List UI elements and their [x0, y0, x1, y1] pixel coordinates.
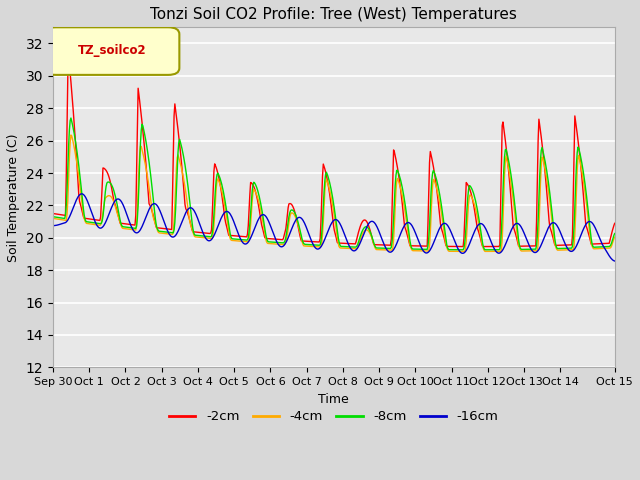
-8cm: [175, 140, 182, 146]
FancyBboxPatch shape: [45, 27, 179, 75]
-2cm: [611, 220, 618, 226]
-8cm: [205, 234, 212, 240]
-8cm: [49, 214, 57, 220]
Text: TZ_soilco2: TZ_soilco2: [77, 44, 147, 57]
-4cm: [49, 216, 57, 221]
-4cm: [419, 248, 427, 254]
-16cm: [49, 223, 57, 228]
-2cm: [118, 220, 125, 226]
-16cm: [175, 227, 182, 233]
-4cm: [611, 234, 618, 240]
-2cm: [60, 212, 67, 218]
-16cm: [118, 199, 125, 205]
-8cm: [67, 115, 75, 121]
-2cm: [65, 53, 72, 59]
-8cm: [60, 216, 67, 221]
-4cm: [205, 235, 212, 241]
-4cm: [60, 217, 67, 223]
Line: -16cm: -16cm: [53, 194, 614, 261]
Title: Tonzi Soil CO2 Profile: Tree (West) Temperatures: Tonzi Soil CO2 Profile: Tree (West) Temp…: [150, 7, 517, 22]
Line: -4cm: -4cm: [53, 135, 614, 252]
-4cm: [175, 155, 182, 160]
-2cm: [205, 230, 212, 236]
-4cm: [403, 221, 411, 227]
-4cm: [118, 224, 125, 230]
-2cm: [419, 243, 427, 249]
Y-axis label: Soil Temperature (C): Soil Temperature (C): [7, 133, 20, 262]
-8cm: [419, 246, 427, 252]
-2cm: [479, 244, 486, 250]
-2cm: [49, 211, 57, 216]
-4cm: [482, 249, 490, 254]
X-axis label: Time: Time: [319, 393, 349, 406]
-16cm: [205, 238, 212, 243]
-8cm: [118, 223, 125, 228]
-16cm: [419, 248, 427, 254]
-2cm: [403, 230, 411, 236]
Line: -8cm: -8cm: [53, 118, 614, 250]
-8cm: [482, 247, 490, 252]
-16cm: [611, 258, 618, 264]
-8cm: [403, 214, 411, 220]
-2cm: [175, 133, 182, 139]
-8cm: [611, 231, 618, 237]
Legend: -2cm, -4cm, -8cm, -16cm: -2cm, -4cm, -8cm, -16cm: [164, 405, 504, 429]
-4cm: [67, 132, 75, 138]
Line: -2cm: -2cm: [53, 56, 614, 247]
-16cm: [60, 220, 67, 226]
-16cm: [403, 220, 411, 226]
-16cm: [78, 191, 86, 197]
